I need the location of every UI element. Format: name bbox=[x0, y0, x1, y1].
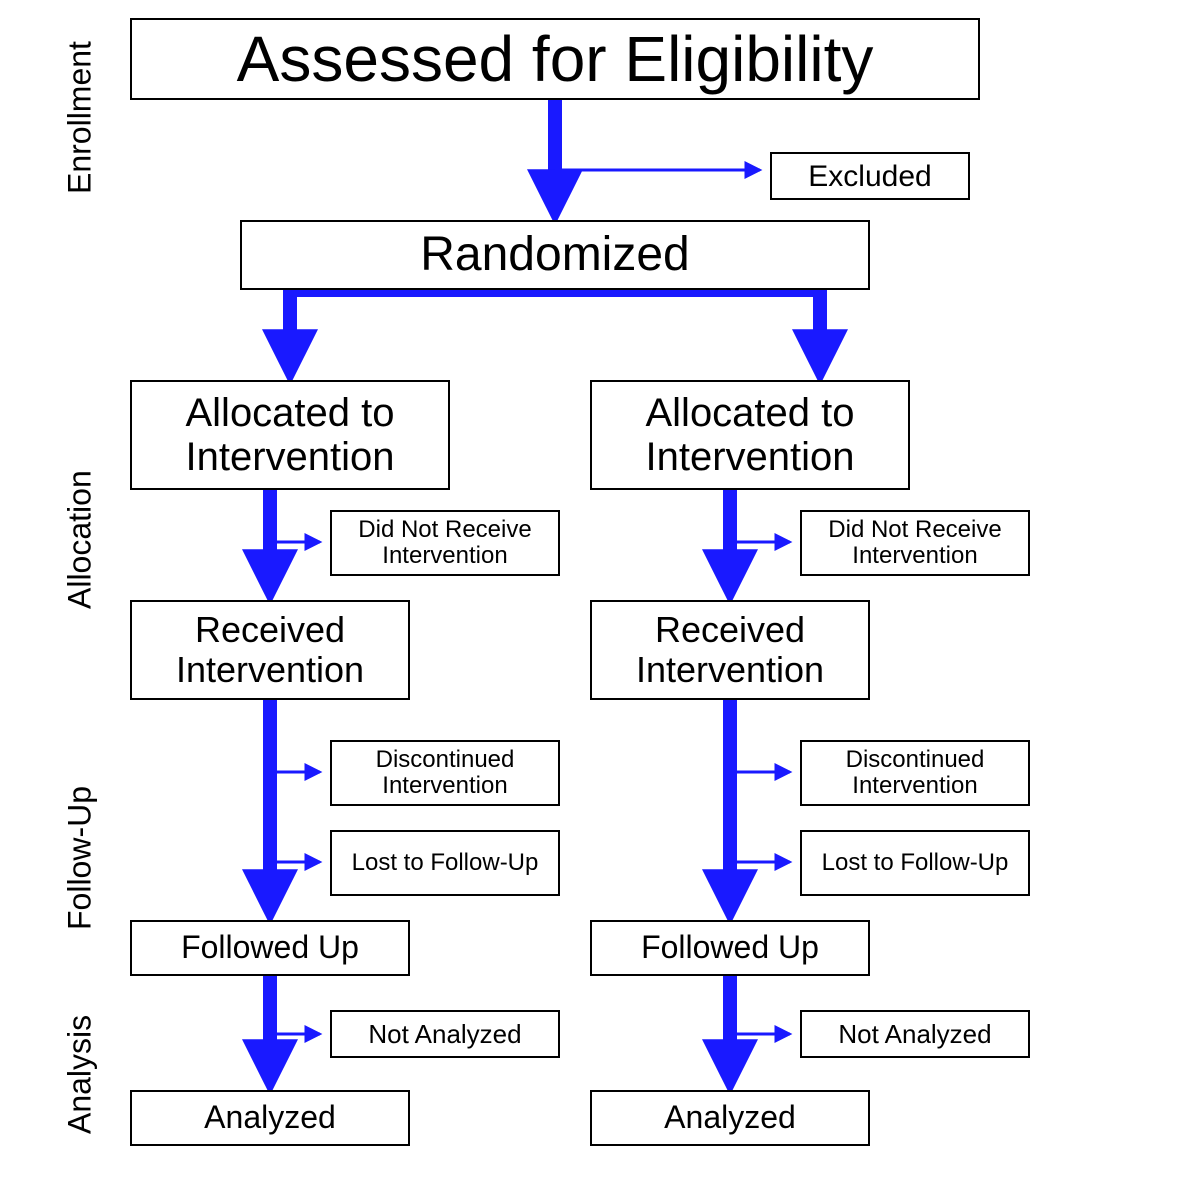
node-randomized: Randomized bbox=[240, 220, 870, 290]
node-allocated-left: Allocated to Intervention bbox=[130, 380, 450, 490]
node-followed-up-right: Followed Up bbox=[590, 920, 870, 976]
node-analyzed-right: Analyzed bbox=[590, 1090, 870, 1146]
node-followed-up-left: Followed Up bbox=[130, 920, 410, 976]
node-lost-left: Lost to Follow-Up bbox=[330, 830, 560, 896]
node-did-not-receive-right: Did Not Receive Intervention bbox=[800, 510, 1030, 576]
node-not-analyzed-right: Not Analyzed bbox=[800, 1010, 1030, 1058]
stage-label-allocation: Allocation bbox=[60, 380, 100, 700]
node-analyzed-left: Analyzed bbox=[130, 1090, 410, 1146]
flowchart-canvas: Enrollment Allocation Follow-Up Analysis bbox=[0, 0, 1200, 1200]
stage-label-enrollment: Enrollment bbox=[60, 18, 100, 218]
node-received-right: Received Intervention bbox=[590, 600, 870, 700]
node-lost-right: Lost to Follow-Up bbox=[800, 830, 1030, 896]
stage-label-followup: Follow-Up bbox=[60, 740, 100, 976]
stage-label-analysis: Analysis bbox=[60, 1000, 100, 1148]
node-discontinued-right: Discontinued Intervention bbox=[800, 740, 1030, 806]
node-discontinued-left: Discontinued Intervention bbox=[330, 740, 560, 806]
node-did-not-receive-left: Did Not Receive Intervention bbox=[330, 510, 560, 576]
node-assessed: Assessed for Eligibility bbox=[130, 18, 980, 100]
node-allocated-right: Allocated to Intervention bbox=[590, 380, 910, 490]
node-received-left: Received Intervention bbox=[130, 600, 410, 700]
node-excluded: Excluded bbox=[770, 152, 970, 200]
node-not-analyzed-left: Not Analyzed bbox=[330, 1010, 560, 1058]
